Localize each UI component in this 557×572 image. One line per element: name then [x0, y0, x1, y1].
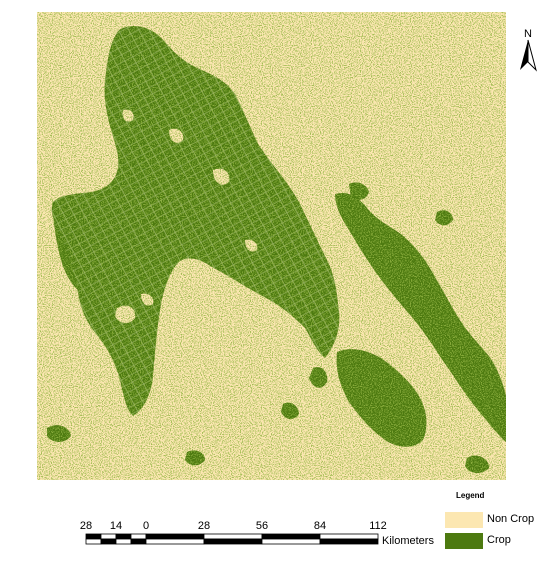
scale-segment: [100, 533, 117, 540]
scale-segment: [319, 533, 379, 540]
scale-segment: [261, 533, 321, 540]
legend-label-non-crop: Non Crop: [487, 513, 535, 525]
north-arrow: N: [520, 28, 537, 72]
scale-segment: [203, 533, 263, 540]
scale-bar-tick-labels: 28 14 0 28 56 84 112: [80, 520, 387, 532]
scale-bar-unit: Kilometers: [382, 535, 434, 547]
scale-tick-label: 84: [314, 520, 326, 532]
scale-segment: [85, 533, 102, 540]
scattered-crop-pixels: [37, 12, 506, 480]
scale-segment: [130, 538, 147, 545]
scale-segment: [85, 538, 102, 545]
legend-swatch-crop: [445, 533, 483, 549]
scale-tick-label: 56: [256, 520, 268, 532]
scale-segment: [100, 538, 117, 545]
scale-segment: [115, 533, 132, 540]
scale-tick-label: 14: [110, 520, 122, 532]
scale-segment: [145, 538, 205, 545]
scale-bar: 28 14 0 28 56 84 112 Kilometers: [80, 520, 435, 547]
scale-segment: [145, 533, 205, 540]
scale-segment: [261, 538, 321, 545]
legend-item-crop: Crop: [445, 533, 557, 549]
north-label: N: [524, 28, 532, 40]
legend-title: Legend: [456, 491, 485, 500]
scale-tick-label: 28: [80, 520, 92, 532]
scale-tick-label: 28: [198, 520, 210, 532]
scale-segment: [203, 538, 263, 545]
north-arrow-right-half: [527, 39, 537, 72]
scale-tick-label: 112: [369, 520, 387, 532]
scale-segment: [319, 538, 379, 545]
crop-map: [37, 12, 506, 480]
legend-item-non-crop: Non Crop: [445, 512, 557, 528]
legend-swatch-non-crop: [445, 512, 483, 528]
scale-segment: [115, 538, 132, 545]
scale-segment: [130, 533, 147, 540]
north-arrow-left-half: [520, 40, 528, 70]
scale-bar-segments: [85, 533, 379, 545]
scale-tick-label: 0: [143, 520, 149, 532]
legend-label-crop: Crop: [487, 534, 511, 546]
